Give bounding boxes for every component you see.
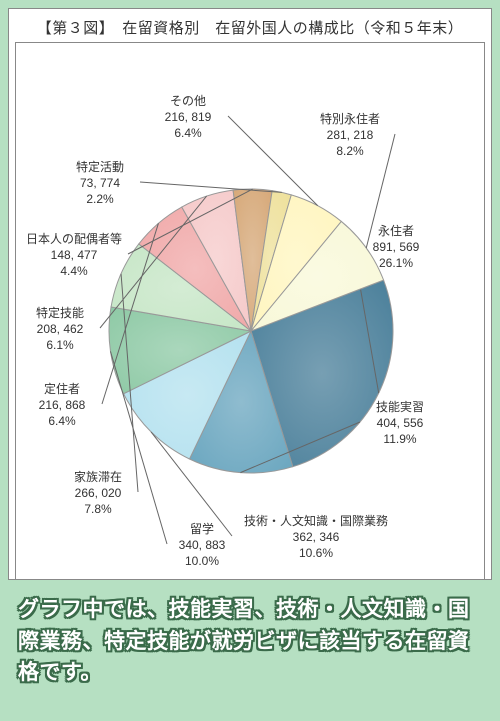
caption-text: グラフ中では、技能実習、技術・人文知識・国際業務、特定技能が就労ビザに該当する在…	[8, 580, 492, 699]
slice-label-name: 技術・人文知識・国際業務	[232, 513, 400, 529]
slice-label-value: 362, 346	[232, 529, 400, 545]
slice-label-percent: 2.2%	[60, 191, 140, 207]
slice-label: その他216, 8196.4%	[148, 93, 228, 142]
slice-label: 日本人の配偶者等148, 4774.4%	[20, 231, 128, 280]
chart-title: 【第３図】 在留資格別 在留外国人の構成比（令和５年末）	[15, 15, 485, 42]
slice-label: 技能実習404, 55611.9%	[360, 399, 440, 448]
slice-label-name: 特別永住者	[305, 111, 395, 127]
slice-label-name: その他	[148, 93, 228, 109]
slice-label-percent: 8.2%	[305, 143, 395, 159]
slice-label-value: 266, 020	[58, 485, 138, 501]
slice-label-percent: 6.4%	[148, 125, 228, 141]
slice-label-name: 日本人の配偶者等	[20, 231, 128, 247]
slice-label: 特定技能208, 4626.1%	[20, 305, 100, 354]
slice-label: 定住者216, 8686.4%	[22, 381, 102, 430]
slice-label-value: 216, 819	[148, 109, 228, 125]
leader-line	[140, 182, 282, 192]
slice-label-value: 208, 462	[20, 321, 100, 337]
slice-label-percent: 11.9%	[360, 431, 440, 447]
slice-label-percent: 26.1%	[353, 255, 439, 271]
slice-label-percent: 4.4%	[20, 263, 128, 279]
slice-label-percent: 10.0%	[167, 553, 237, 569]
slice-label: 永住者891, 56926.1%	[353, 223, 439, 272]
chart-frame: 永住者891, 56926.1% 技能実習404, 55611.9% 技術・人文知識…	[15, 42, 485, 580]
slice-label: 特定活動73, 7742.2%	[60, 159, 140, 208]
slice-label-name: 定住者	[22, 381, 102, 397]
slice-label-name: 家族滞在	[58, 469, 138, 485]
slice-label-value: 404, 556	[360, 415, 440, 431]
slice-label-value: 148, 477	[20, 247, 128, 263]
slice-label-percent: 6.4%	[22, 413, 102, 429]
slice-label-value: 891, 569	[353, 239, 439, 255]
slice-label: 特別永住者281, 2188.2%	[305, 111, 395, 160]
slice-label-value: 216, 868	[22, 397, 102, 413]
slice-label-value: 281, 218	[305, 127, 395, 143]
slice-label: 技術・人文知識・国際業務362, 34610.6%	[232, 513, 400, 562]
slice-label: 家族滞在266, 0207.8%	[58, 469, 138, 518]
slice-label-percent: 7.8%	[58, 501, 138, 517]
slice-label: 留学340, 88310.0%	[167, 521, 237, 570]
chart-card: 【第３図】 在留資格別 在留外国人の構成比（令和５年末） 永住者891, 569…	[8, 8, 492, 580]
slice-label-value: 73, 774	[60, 175, 140, 191]
slice-label-name: 留学	[167, 521, 237, 537]
slice-label-value: 340, 883	[167, 537, 237, 553]
slice-label-name: 永住者	[353, 223, 439, 239]
slice-label-name: 特定技能	[20, 305, 100, 321]
slice-label-name: 特定活動	[60, 159, 140, 175]
slice-label-percent: 10.6%	[232, 545, 400, 561]
slice-label-percent: 6.1%	[20, 337, 100, 353]
slice-label-name: 技能実習	[360, 399, 440, 415]
